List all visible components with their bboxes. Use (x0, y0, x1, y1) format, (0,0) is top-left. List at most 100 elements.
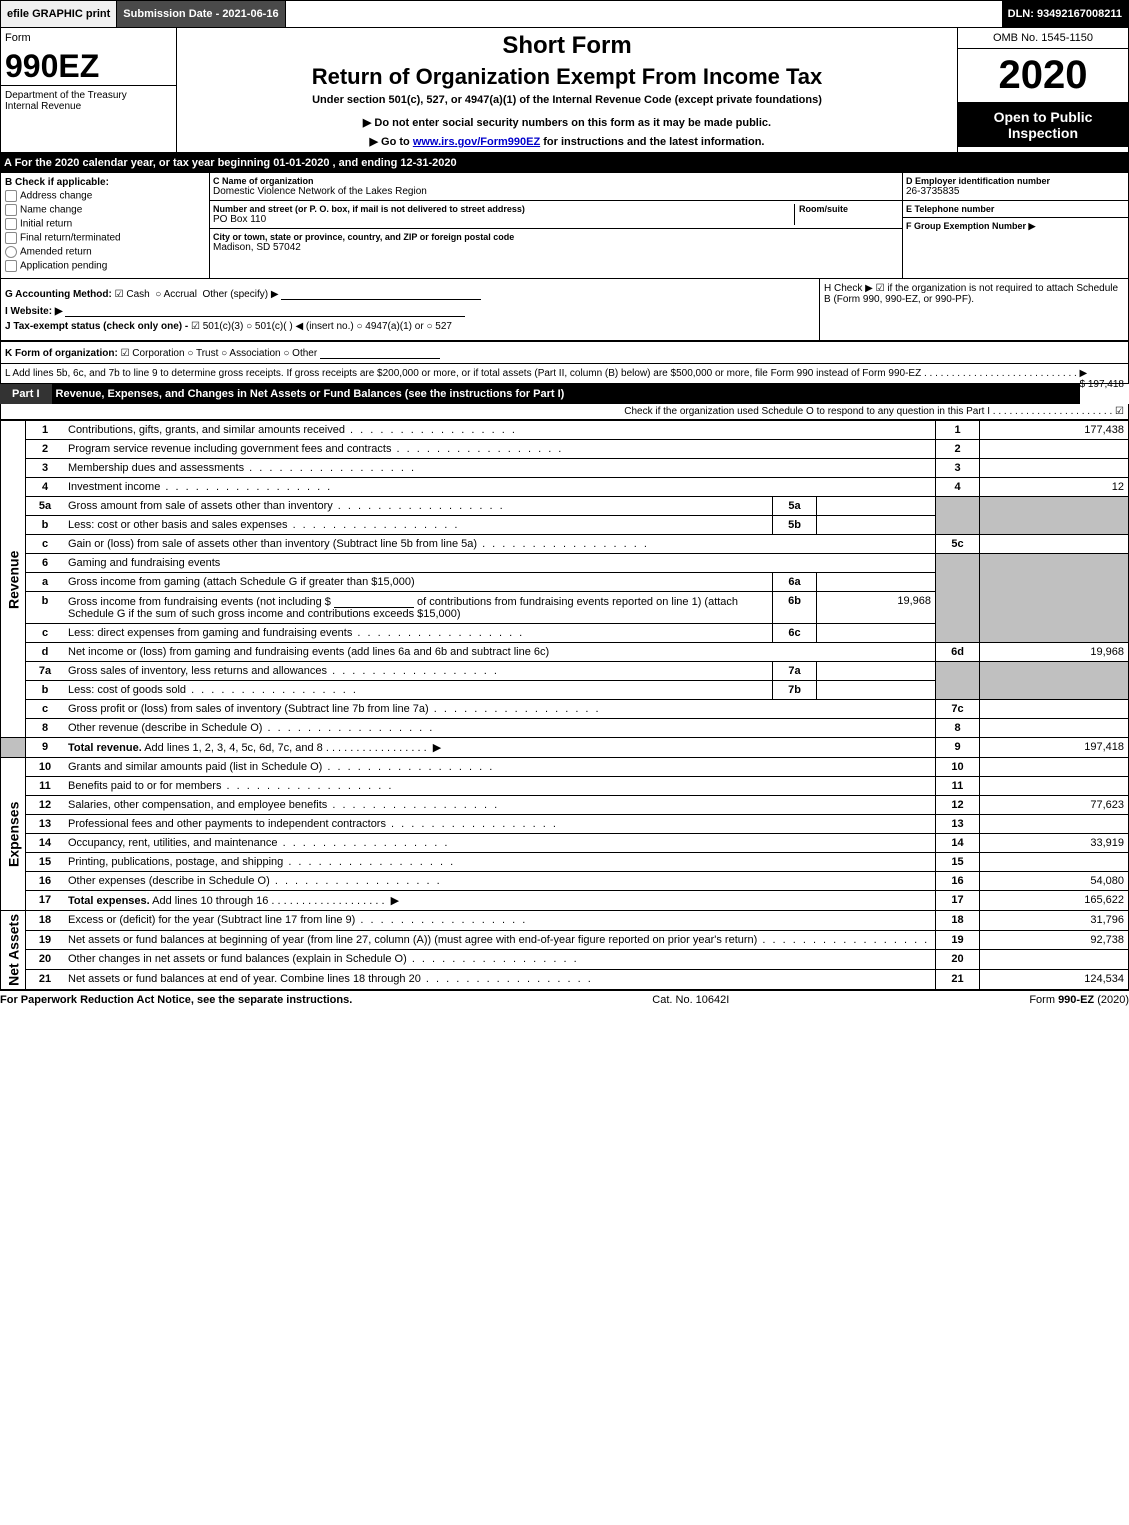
line-19-ref: 19 (936, 930, 980, 950)
line-11-num: 11 (26, 777, 65, 796)
section-ghij: G Accounting Method: ☑ Cash ○ Accrual Ot… (0, 279, 1129, 341)
other-specify[interactable]: Other (specify) ▶ (203, 289, 279, 300)
line-6d-ref: 6d (936, 643, 980, 662)
line-20-num: 20 (26, 950, 65, 970)
line-6d-val: 19,968 (980, 643, 1129, 662)
check-final-return[interactable]: Final return/terminated (5, 232, 205, 244)
tax-exempt-options[interactable]: ☑ 501(c)(3) ○ 501(c)( ) ◀ (insert no.) ○… (191, 321, 452, 332)
form-header: Form 990EZ Department of the Treasury In… (0, 28, 1129, 153)
line-5a-desc: Gross amount from sale of assets other t… (68, 500, 505, 512)
line-2-val (980, 440, 1129, 459)
goto-link-row: ▶ Go to www.irs.gov/Form990EZ for instru… (181, 135, 953, 148)
line-21-row: 21 Net assets or fund balances at end of… (1, 970, 1129, 990)
line-6c-num: c (26, 624, 65, 643)
line-18-ref: 18 (936, 911, 980, 931)
org-name-row: C Name of organization Domestic Violence… (210, 173, 902, 201)
line-18-row: Net Assets 18 Excess or (deficit) for th… (1, 911, 1129, 931)
line-20-ref: 20 (936, 950, 980, 970)
line-12-ref: 12 (936, 796, 980, 815)
tax-year: 2020 (958, 49, 1128, 103)
line-9-desc: Total revenue. Add lines 1, 2, 3, 4, 5c,… (68, 742, 441, 754)
line-6b-inum: 6b (773, 592, 817, 624)
line-19-val: 92,738 (980, 930, 1129, 950)
line-6b-num: b (26, 592, 65, 624)
line-7c-desc: Gross profit or (loss) from sales of inv… (68, 703, 601, 715)
check-address-change[interactable]: Address change (5, 190, 205, 202)
website-blank[interactable] (65, 304, 465, 317)
check-amended-return[interactable]: Amended return (5, 246, 205, 258)
line-16-val: 54,080 (980, 872, 1129, 891)
section-def: D Employer identification number 26-3735… (902, 173, 1128, 278)
phone-label: E Telephone number (906, 204, 1125, 214)
line-6a-ival (817, 573, 936, 592)
line-5c-desc: Gain or (loss) from sale of assets other… (68, 538, 649, 550)
line-17-desc: Total expenses. Add lines 10 through 16 … (68, 895, 399, 907)
section-h: H Check ▶ ☑ if the organization is not r… (819, 279, 1128, 340)
section-l-text: L Add lines 5b, 6c, and 7b to line 9 to … (5, 368, 1087, 379)
part-1-title: Revenue, Expenses, and Changes in Net As… (52, 384, 1080, 404)
dept-line2: Internal Revenue (5, 101, 81, 112)
street-row: Number and street (or P. O. box, if mail… (210, 201, 902, 229)
short-form-title: Short Form (181, 32, 953, 60)
line-5c-row: c Gain or (loss) from sale of assets oth… (1, 535, 1129, 554)
line-5b-ival (817, 516, 936, 535)
line-13-ref: 13 (936, 815, 980, 834)
grey-5 (936, 497, 980, 535)
part-1-label: Part I (0, 384, 52, 404)
line-19-num: 19 (26, 930, 65, 950)
efile-print[interactable]: efile GRAPHIC print (1, 1, 117, 27)
line-7c-val (980, 700, 1129, 719)
line-6b-desc1: Gross income from fundraising events (no… (68, 596, 331, 608)
section-a-bar: A For the 2020 calendar year, or tax yea… (0, 153, 1129, 173)
line-8-val (980, 719, 1129, 738)
check-application-pending[interactable]: Application pending (5, 260, 205, 272)
form-org-other-blank[interactable] (320, 346, 440, 359)
line-13-val (980, 815, 1129, 834)
line-14-ref: 14 (936, 834, 980, 853)
line-5c-num: c (26, 535, 65, 554)
line-2-ref: 2 (936, 440, 980, 459)
grey-7v (980, 662, 1129, 700)
ghij-left: G Accounting Method: ☑ Cash ○ Accrual Ot… (1, 279, 819, 340)
irs-link[interactable]: www.irs.gov/Form990EZ (413, 136, 540, 148)
org-name-value: Domestic Violence Network of the Lakes R… (213, 186, 899, 197)
line-2-desc: Program service revenue including govern… (68, 443, 563, 455)
line-6b-contrib-blank[interactable] (334, 595, 414, 608)
line-8-ref: 8 (936, 719, 980, 738)
goto-post: for instructions and the latest informat… (540, 136, 764, 148)
other-specify-blank[interactable] (281, 287, 481, 300)
line-5b-desc: Less: cost or other basis and sales expe… (68, 519, 459, 531)
line-14-val: 33,919 (980, 834, 1129, 853)
check-accrual[interactable]: ○ Accrual (155, 289, 197, 300)
line-6a-num: a (26, 573, 65, 592)
return-title: Return of Organization Exempt From Incom… (181, 64, 953, 90)
line-1-num: 1 (26, 421, 65, 440)
check-cash[interactable]: ☑ Cash (115, 289, 150, 300)
line-7b-desc: Less: cost of goods sold (68, 684, 358, 696)
form-org-options[interactable]: ☑ Corporation ○ Trust ○ Association ○ Ot… (121, 348, 318, 359)
under-section-text: Under section 501(c), 527, or 4947(a)(1)… (181, 94, 953, 106)
line-7b-num: b (26, 681, 65, 700)
check-initial-return[interactable]: Initial return (5, 218, 205, 230)
line-9-ref: 9 (936, 738, 980, 758)
grey-7 (936, 662, 980, 700)
check-name-change[interactable]: Name change (5, 204, 205, 216)
section-k: K Form of organization: ☑ Corporation ○ … (0, 341, 1129, 363)
line-3-desc: Membership dues and assessments (68, 462, 416, 474)
section-j: J Tax-exempt status (check only one) - ☑… (5, 321, 815, 332)
line-7b-inum: 7b (773, 681, 817, 700)
line-6a-desc: Gross income from gaming (attach Schedul… (64, 573, 773, 592)
line-16-num: 16 (26, 872, 65, 891)
line-6d-num: d (26, 643, 65, 662)
line-7b-ival (817, 681, 936, 700)
part-1-check-o[interactable]: Check if the organization used Schedule … (0, 404, 1129, 420)
line-8-num: 8 (26, 719, 65, 738)
schedule-b-check[interactable]: H Check ▶ ☑ if the organization is not r… (824, 283, 1118, 305)
topbar-spacer (286, 1, 1002, 27)
line-5b-inum: 5b (773, 516, 817, 535)
line-2-row: 2 Program service revenue including gove… (1, 440, 1129, 459)
line-10-ref: 10 (936, 758, 980, 777)
section-f: F Group Exemption Number ▶ (903, 218, 1128, 235)
line-5a-ival (817, 497, 936, 516)
ein-label: D Employer identification number (906, 176, 1125, 186)
